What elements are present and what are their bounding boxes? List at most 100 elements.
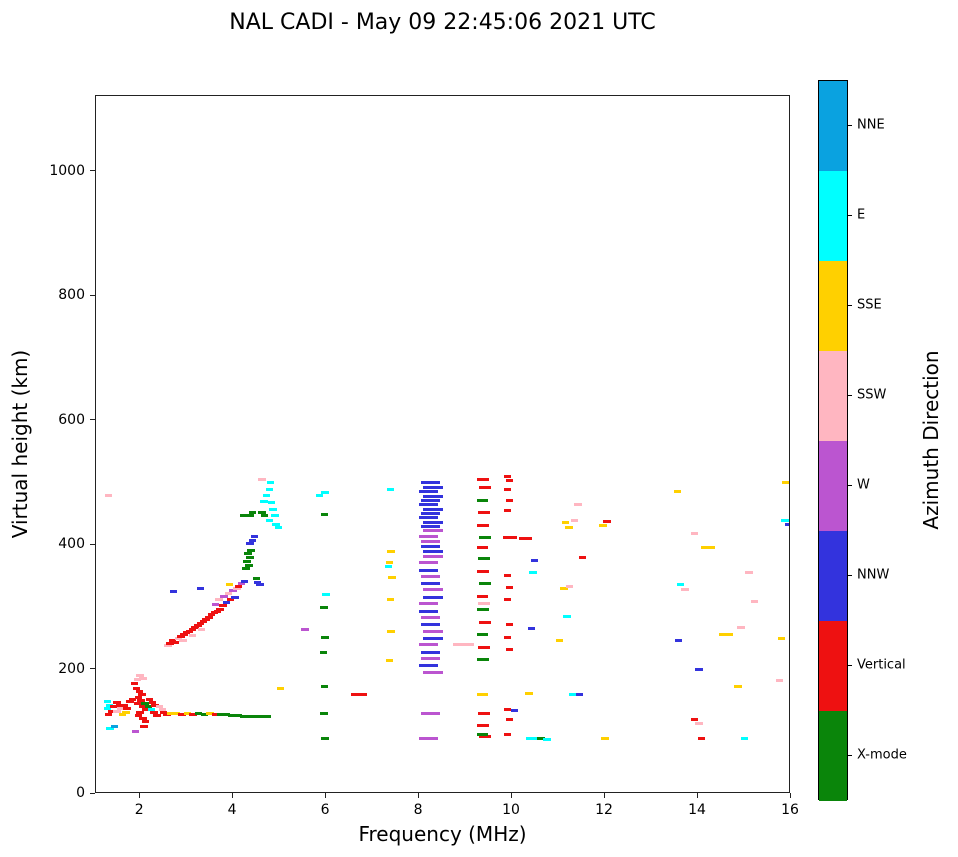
x-tick-mark <box>789 793 791 798</box>
data-point <box>420 656 441 660</box>
data-point <box>262 493 271 497</box>
data-point <box>506 717 514 721</box>
data-point <box>151 704 159 708</box>
data-point <box>418 736 439 740</box>
data-point <box>537 736 545 740</box>
data-point <box>248 538 257 542</box>
data-point <box>240 579 249 583</box>
data-point <box>104 712 113 716</box>
colorbar-tick-mark <box>848 664 852 666</box>
data-point <box>477 658 490 662</box>
data-point <box>202 617 210 621</box>
x-tick-mark <box>603 793 605 798</box>
data-point <box>257 715 265 719</box>
data-point <box>276 686 285 690</box>
data-point <box>261 514 269 518</box>
data-point <box>211 602 220 606</box>
data-point <box>103 706 112 710</box>
data-point <box>386 598 394 602</box>
colorbar-label-sse: SSE <box>857 297 882 313</box>
data-point <box>420 623 441 627</box>
data-point <box>420 481 441 485</box>
data-point <box>563 614 571 618</box>
y-tick-label: 400 <box>58 536 85 553</box>
data-point <box>206 712 214 716</box>
data-point <box>171 640 180 644</box>
data-point <box>478 511 490 515</box>
x-tick-mark <box>231 793 233 798</box>
colorbar-segment-e <box>819 171 847 261</box>
data-point <box>506 498 514 502</box>
data-point <box>258 511 266 515</box>
x-tick-mark <box>324 793 326 798</box>
data-point <box>478 711 490 715</box>
data-point <box>139 717 147 721</box>
data-point <box>479 582 491 586</box>
data-point <box>164 644 172 648</box>
data-point <box>423 554 443 558</box>
data-point <box>178 712 186 716</box>
data-point <box>479 620 491 624</box>
plot-area <box>95 95 790 793</box>
data-point <box>698 736 706 740</box>
y-tick-mark <box>90 543 95 545</box>
data-point <box>136 711 144 714</box>
data-point <box>476 498 489 502</box>
data-point <box>253 580 262 584</box>
data-point <box>603 520 611 524</box>
data-point <box>301 627 309 631</box>
x-tick-label: 6 <box>320 802 330 818</box>
data-point <box>387 629 395 633</box>
data-point <box>695 668 703 672</box>
data-point <box>423 588 443 592</box>
data-point <box>320 711 328 715</box>
data-point <box>420 711 441 715</box>
data-point <box>166 641 174 645</box>
data-point <box>420 544 441 548</box>
data-point <box>224 592 233 596</box>
data-point <box>139 704 147 708</box>
data-point <box>479 486 491 490</box>
data-point <box>195 712 203 716</box>
colorbar-label-e: E <box>857 207 866 223</box>
data-point <box>690 717 699 721</box>
data-point <box>225 583 234 587</box>
data-point <box>503 598 512 602</box>
data-point <box>452 643 474 647</box>
data-point <box>199 620 208 624</box>
data-point <box>476 633 489 637</box>
colorbar-tick-mark <box>848 484 852 486</box>
chart-title: NAL CADI - May 09 22:45:06 2021 UTC <box>229 10 656 35</box>
x-tick-mark <box>696 793 698 798</box>
data-point <box>506 585 514 589</box>
data-point <box>196 587 205 591</box>
data-point <box>208 613 216 617</box>
data-point <box>477 523 490 527</box>
data-point <box>131 730 140 734</box>
data-point <box>153 714 161 718</box>
data-point <box>560 587 568 591</box>
data-point <box>418 490 439 494</box>
data-point <box>244 552 252 556</box>
colorbar-segment-x-mode <box>819 711 847 801</box>
data-point <box>234 714 242 718</box>
data-point <box>418 609 439 613</box>
colorbar-tick-mark <box>848 304 852 306</box>
data-point <box>321 635 329 639</box>
data-point <box>245 563 253 567</box>
data-point <box>518 537 532 541</box>
data-point <box>271 513 279 517</box>
data-point <box>319 650 328 654</box>
data-point <box>418 643 439 647</box>
data-point <box>734 685 742 689</box>
x-tick-label: 2 <box>134 802 144 818</box>
data-point <box>574 503 582 507</box>
colorbar-tick-mark <box>848 214 852 216</box>
data-point <box>237 582 246 586</box>
data-point <box>134 696 143 700</box>
data-point <box>418 561 439 565</box>
data-point <box>167 711 175 715</box>
colorbar-segment-nnw <box>819 531 847 621</box>
data-point <box>168 638 177 642</box>
data-point <box>139 676 147 680</box>
